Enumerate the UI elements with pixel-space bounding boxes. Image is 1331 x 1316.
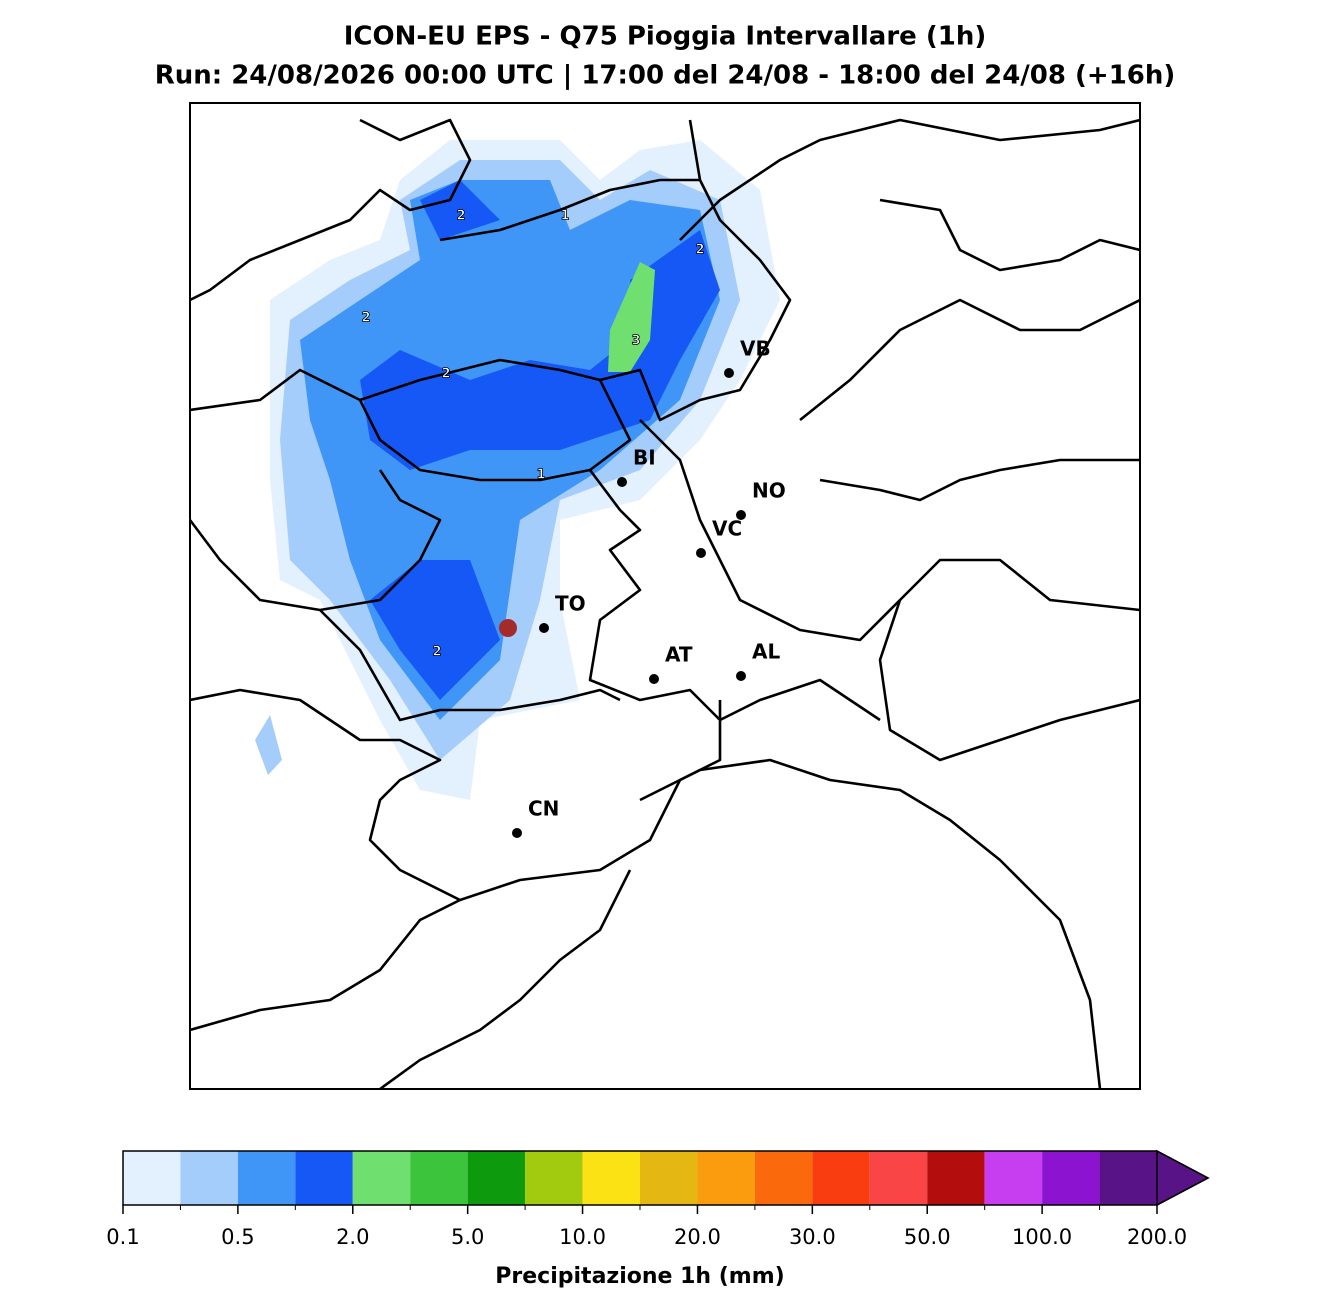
city-dot bbox=[696, 548, 706, 558]
map: VB BI NO VC TO AT AL CN 2 1 2 2 3 2 1 2 bbox=[189, 102, 1141, 1090]
city-dot bbox=[736, 510, 746, 520]
city-label: BI bbox=[633, 446, 656, 470]
city-dot bbox=[736, 671, 746, 681]
colorbar-tick-label: 30.0 bbox=[789, 1225, 836, 1249]
city-label: NO bbox=[752, 479, 786, 503]
colorbar-bin bbox=[410, 1151, 468, 1205]
colorbar-bin bbox=[927, 1151, 985, 1205]
contour-label: 2 bbox=[441, 367, 450, 382]
colorbar-tick-label: 5.0 bbox=[451, 1225, 484, 1249]
city-dot bbox=[724, 368, 734, 378]
map-frame bbox=[189, 102, 1141, 1090]
colorbar-bin bbox=[467, 1151, 526, 1205]
colorbar-bin bbox=[123, 1151, 181, 1205]
colorbar-bin bbox=[697, 1151, 755, 1205]
title: ICON-EU EPS - Q75 Pioggia Intervallare (… bbox=[344, 22, 986, 52]
city-dot bbox=[617, 477, 627, 487]
colorbar-bin bbox=[525, 1151, 583, 1205]
colorbar-tick-label: 20.0 bbox=[674, 1225, 721, 1249]
precipitation bbox=[255, 140, 780, 800]
city-label: AT bbox=[665, 643, 693, 667]
city-dot bbox=[649, 674, 659, 684]
city-label: TO bbox=[555, 592, 586, 616]
colorbar-tick-label: 200.0 bbox=[1127, 1225, 1187, 1249]
colorbar-label: Precipitazione 1h (mm) bbox=[495, 1264, 784, 1289]
borders bbox=[190, 118, 1140, 1089]
colorbar-bin bbox=[295, 1151, 353, 1205]
colorbar-extend bbox=[1156, 1149, 1210, 1207]
contour-label: 2 bbox=[361, 311, 370, 326]
contour-label: 1 bbox=[536, 468, 545, 483]
colorbar-bin bbox=[352, 1151, 411, 1205]
location-marker bbox=[499, 619, 517, 637]
colorbar-bin bbox=[984, 1151, 1043, 1205]
colorbar-bin bbox=[180, 1151, 238, 1205]
colorbar-tick-label: 100.0 bbox=[1012, 1225, 1072, 1249]
colorbar-tick-label: 10.0 bbox=[559, 1225, 606, 1249]
colorbar-bin bbox=[812, 1151, 870, 1205]
colorbar-bin bbox=[1042, 1151, 1100, 1205]
colorbar-bin bbox=[754, 1151, 813, 1205]
colorbar-tick-label: 0.1 bbox=[106, 1225, 139, 1249]
city-dot bbox=[512, 828, 522, 838]
city-dot bbox=[539, 623, 549, 633]
colorbar-tick-label: 0.5 bbox=[221, 1225, 254, 1249]
colorbar-bin bbox=[1099, 1151, 1157, 1205]
colorbar-bin bbox=[640, 1151, 698, 1205]
contour-label: 2 bbox=[432, 645, 441, 660]
colorbar-bin bbox=[237, 1151, 296, 1205]
contour-label: 2 bbox=[695, 243, 704, 258]
contour-label: 1 bbox=[560, 209, 569, 224]
colorbar-tick-label: 2.0 bbox=[336, 1225, 369, 1249]
contour-label: 2 bbox=[456, 209, 465, 224]
colorbar-bin bbox=[869, 1151, 928, 1205]
contour-label: 3 bbox=[631, 334, 640, 349]
colorbar-tick-label: 50.0 bbox=[904, 1225, 951, 1249]
subtitle: Run: 24/08/2026 00:00 UTC | 17:00 del 24… bbox=[155, 61, 1176, 91]
city-label: VB bbox=[740, 337, 771, 361]
city-label: VC bbox=[712, 517, 742, 541]
city-label: AL bbox=[752, 640, 780, 664]
colorbar-frame bbox=[122, 1150, 1210, 1206]
colorbar: 0.1 0.5 2.0 5.0 10.0 20.0 30.0 50.0 100.0 200.0 bbox=[106, 1149, 1210, 1249]
city-label: CN bbox=[528, 797, 559, 821]
colorbar-bin bbox=[582, 1151, 640, 1205]
